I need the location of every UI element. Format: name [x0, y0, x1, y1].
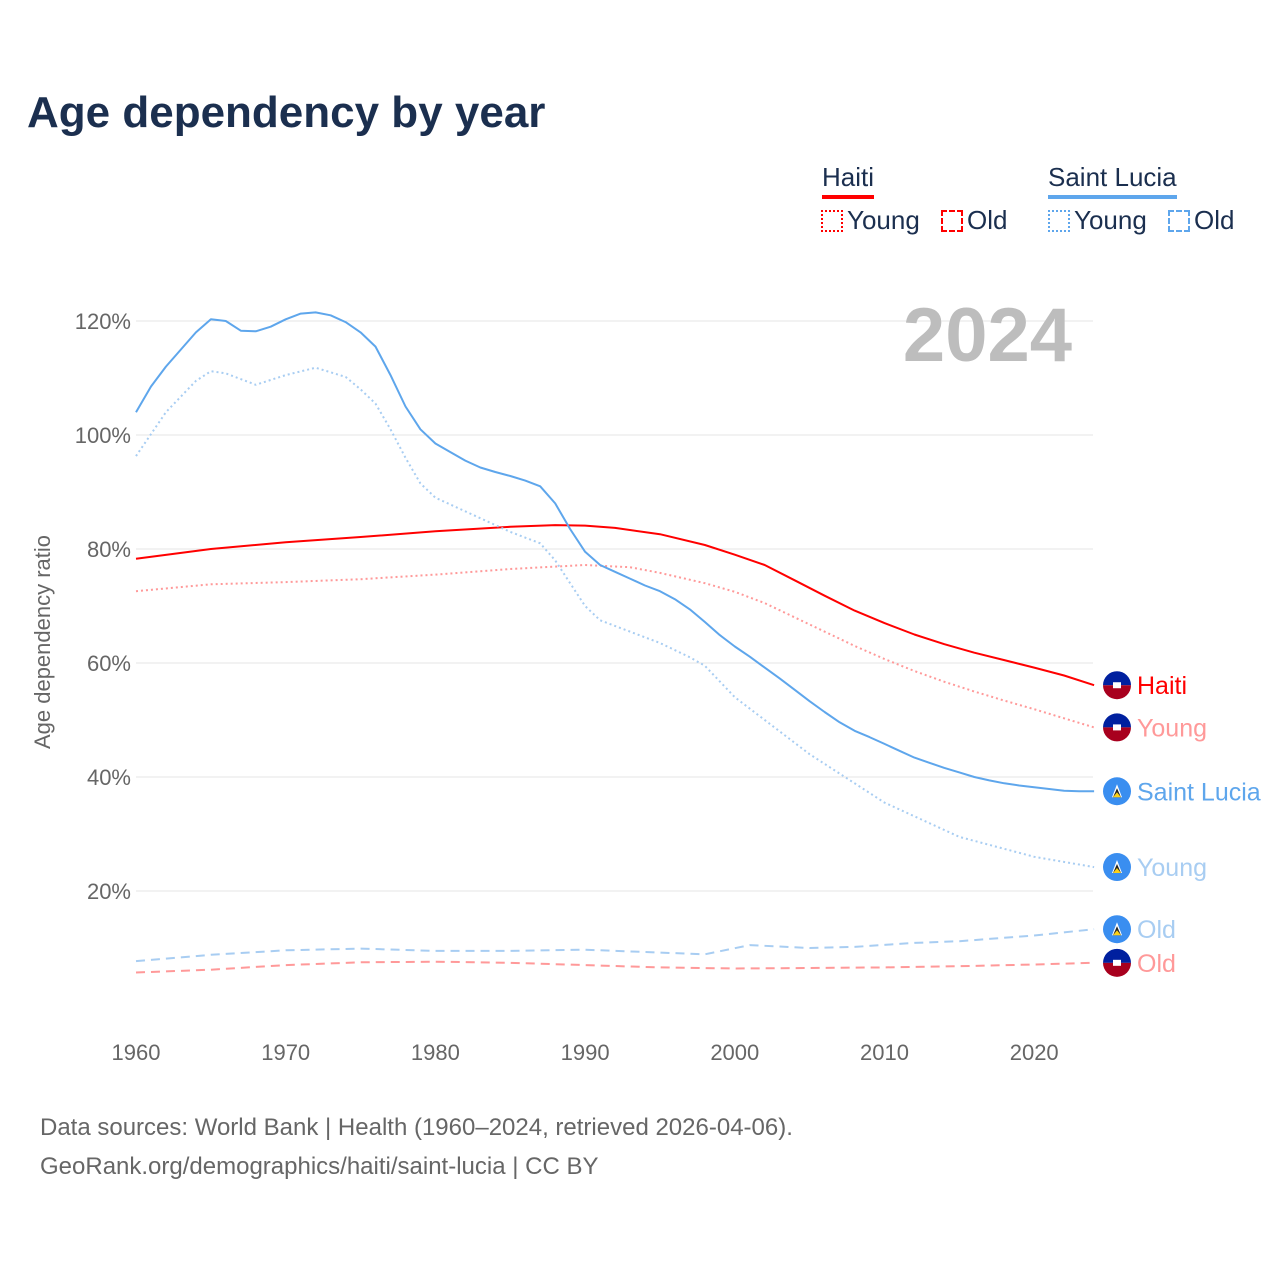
legend-label: Young: [1074, 205, 1147, 235]
flag-blue-half: [1103, 948, 1131, 963]
series-line-saint-lucia-old: [135, 928, 1095, 963]
legend-haiti-young: Young: [821, 205, 920, 236]
series-line-haiti: [135, 524, 1095, 687]
y-tick-label: 40%: [87, 765, 131, 790]
y-tick-label: 120%: [75, 309, 131, 334]
legend-saint-lucia-old: Old: [1168, 205, 1234, 236]
end-label: Young: [1137, 714, 1207, 742]
legend-label: Old: [1194, 205, 1235, 235]
legend-saint-lucia-young: Young: [1048, 205, 1147, 236]
chart-title: Age dependency by year: [27, 88, 546, 137]
x-tick-label: 1960: [112, 1040, 161, 1065]
flag-icon: [1103, 948, 1131, 977]
flag-emblem: [1113, 959, 1121, 966]
y-tick-label: 60%: [87, 651, 131, 676]
end-label: Saint Lucia: [1137, 778, 1261, 806]
flag-red-half: [1103, 685, 1131, 700]
x-tick-label: 2020: [1010, 1040, 1059, 1065]
flag-red-half: [1103, 727, 1131, 742]
x-tick-label: 1970: [261, 1040, 310, 1065]
y-axis-label: Age dependency ratio: [30, 535, 55, 749]
dashed-swatch-icon: [1168, 209, 1190, 232]
dotted-swatch-icon: [821, 209, 843, 232]
y-tick-label: 20%: [87, 879, 131, 904]
flag-triangle-gold: [1113, 930, 1121, 936]
source-line-2: GeoRank.org/demographics/haiti/saint-luc…: [40, 1153, 599, 1180]
legend-label: Old: [967, 205, 1008, 235]
source-line-1: Data sources: World Bank | Health (1960–…: [40, 1114, 793, 1141]
legend-label: Young: [847, 205, 920, 235]
flag-red-half: [1103, 962, 1131, 977]
flag-emblem: [1113, 724, 1121, 731]
flag-triangle-gold: [1113, 792, 1121, 798]
flag-icon: [1103, 777, 1131, 806]
legend-saint-lucia: Saint Lucia: [1048, 162, 1177, 199]
y-tick-label: 80%: [87, 537, 131, 562]
x-tick-label: 1990: [561, 1040, 610, 1065]
flag-blue-half: [1103, 713, 1131, 728]
series-line-saint-lucia-young: [135, 366, 1095, 869]
end-label: Old: [1137, 916, 1176, 944]
series-line-saint-lucia: [135, 311, 1095, 793]
series-line-haiti-old: [135, 960, 1095, 974]
x-tick-label: 2000: [710, 1040, 759, 1065]
flag-icon: [1103, 671, 1131, 700]
year-label: 2024: [902, 293, 1072, 378]
dotted-swatch-icon: [1048, 209, 1070, 232]
end-label: Old: [1137, 950, 1176, 978]
end-label: Haiti: [1137, 672, 1187, 700]
flag-blue-half: [1103, 671, 1131, 686]
flag-triangle-gold: [1113, 868, 1121, 874]
legend-haiti: Haiti: [822, 162, 875, 199]
end-label: Young: [1137, 854, 1207, 882]
flag-icon: [1103, 853, 1131, 882]
flag-icon: [1103, 713, 1131, 742]
x-tick-label: 1980: [411, 1040, 460, 1065]
dashed-swatch-icon: [941, 209, 963, 232]
flag-emblem: [1113, 682, 1121, 689]
legend-haiti-old: Old: [941, 205, 1007, 236]
x-tick-label: 2010: [860, 1040, 909, 1065]
flag-icon: [1103, 915, 1131, 944]
y-tick-label: 100%: [75, 423, 131, 448]
source-note: Data sources: World Bank | Health (1960–…: [40, 1108, 793, 1186]
